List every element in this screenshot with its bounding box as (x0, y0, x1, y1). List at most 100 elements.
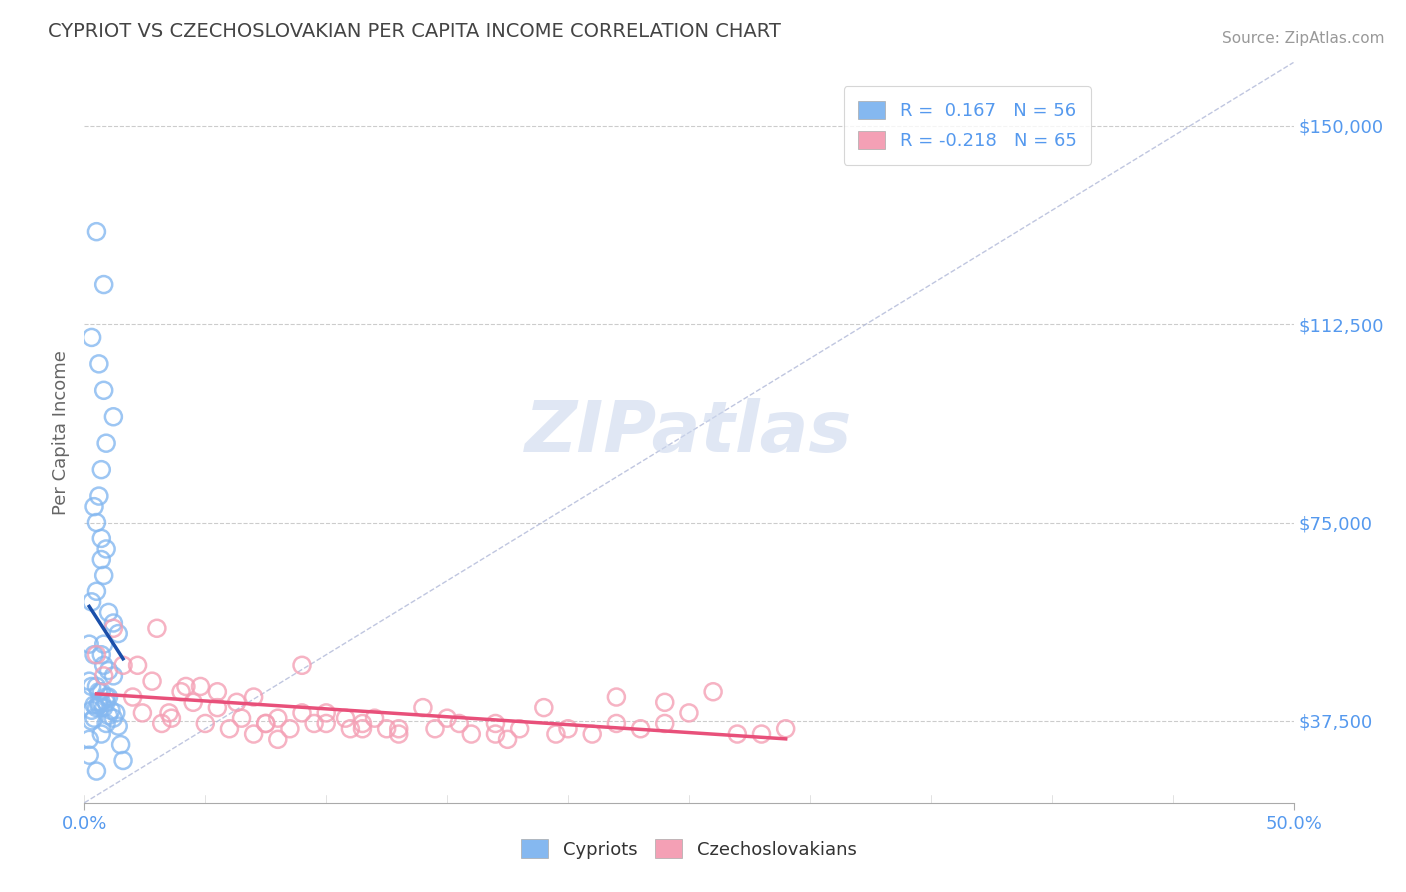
Point (702, 685, 724, 699)
Point (97, 708, 120, 723)
Point (460, 727, 482, 741)
Point (80, 330, 103, 344)
Point (90, 462, 112, 476)
Y-axis label: Per Capita Income: Per Capita Income (52, 351, 70, 515)
Point (77, 732, 100, 747)
Point (97, 690, 120, 704)
Point (218, 722, 240, 736)
Point (86, 764, 108, 778)
Point (174, 680, 197, 694)
Point (80, 595, 103, 609)
Point (605, 716, 627, 731)
Point (112, 754, 135, 768)
Point (93, 568, 115, 582)
Point (423, 722, 446, 736)
Point (267, 711, 290, 725)
Point (103, 621, 125, 635)
Point (86, 700, 108, 714)
Point (77, 748, 100, 763)
Point (352, 716, 374, 731)
Point (100, 703, 122, 717)
Point (93, 700, 115, 714)
Point (121, 690, 143, 704)
Point (557, 722, 579, 736)
Point (94, 716, 117, 731)
Point (170, 685, 193, 699)
Point (90, 552, 112, 566)
Point (581, 727, 603, 741)
Point (80, 714, 103, 728)
Point (87, 685, 110, 699)
Point (90, 648, 112, 662)
Point (86, 648, 108, 662)
Legend: Cypriots, Czechoslovakians: Cypriots, Czechoslovakians (512, 830, 866, 868)
Point (90, 727, 112, 741)
Point (509, 722, 531, 736)
Point (388, 722, 411, 736)
Point (544, 727, 567, 741)
Point (352, 722, 374, 736)
Point (484, 727, 506, 741)
Point (86, 225, 108, 239)
Point (160, 711, 183, 725)
Text: Source: ZipAtlas.com: Source: ZipAtlas.com (1222, 31, 1385, 46)
Point (242, 690, 264, 704)
Point (93, 669, 115, 683)
Point (93, 658, 115, 673)
Point (207, 700, 229, 714)
Point (339, 722, 361, 736)
Point (751, 727, 773, 741)
Point (90, 532, 112, 546)
Point (83, 698, 105, 712)
Point (335, 711, 357, 725)
Point (97, 664, 120, 678)
Point (87, 695, 110, 709)
Point (654, 695, 676, 709)
Point (131, 706, 153, 720)
Point (630, 722, 652, 736)
Point (254, 716, 277, 731)
Point (146, 621, 169, 635)
Point (94, 690, 117, 704)
Text: ZIPatlas: ZIPatlas (526, 398, 852, 467)
Point (278, 722, 301, 736)
Point (80, 680, 103, 694)
Point (77, 637, 100, 651)
Point (388, 727, 411, 741)
Point (97, 606, 120, 620)
Point (127, 658, 149, 673)
Point (87, 698, 110, 712)
Point (291, 706, 314, 720)
Point (103, 409, 125, 424)
Point (107, 626, 129, 640)
Point (605, 690, 627, 704)
Point (141, 674, 163, 689)
Point (103, 615, 125, 630)
Point (436, 711, 458, 725)
Point (90, 685, 112, 699)
Point (375, 722, 398, 736)
Point (83, 711, 105, 725)
Point (190, 680, 212, 694)
Point (87, 489, 110, 503)
Point (449, 716, 471, 731)
Point (112, 658, 135, 673)
Point (86, 516, 108, 530)
Point (315, 716, 337, 731)
Point (83, 500, 105, 514)
Point (207, 685, 229, 699)
Point (775, 722, 797, 736)
Point (94, 541, 117, 556)
Point (86, 584, 108, 599)
Point (231, 711, 253, 725)
Point (242, 727, 264, 741)
Point (107, 719, 129, 733)
Point (302, 716, 325, 731)
Point (83, 648, 105, 662)
Point (654, 716, 676, 731)
Point (93, 384, 115, 398)
Point (94, 436, 117, 450)
Point (484, 716, 506, 731)
Point (77, 674, 100, 689)
Point (225, 695, 247, 709)
